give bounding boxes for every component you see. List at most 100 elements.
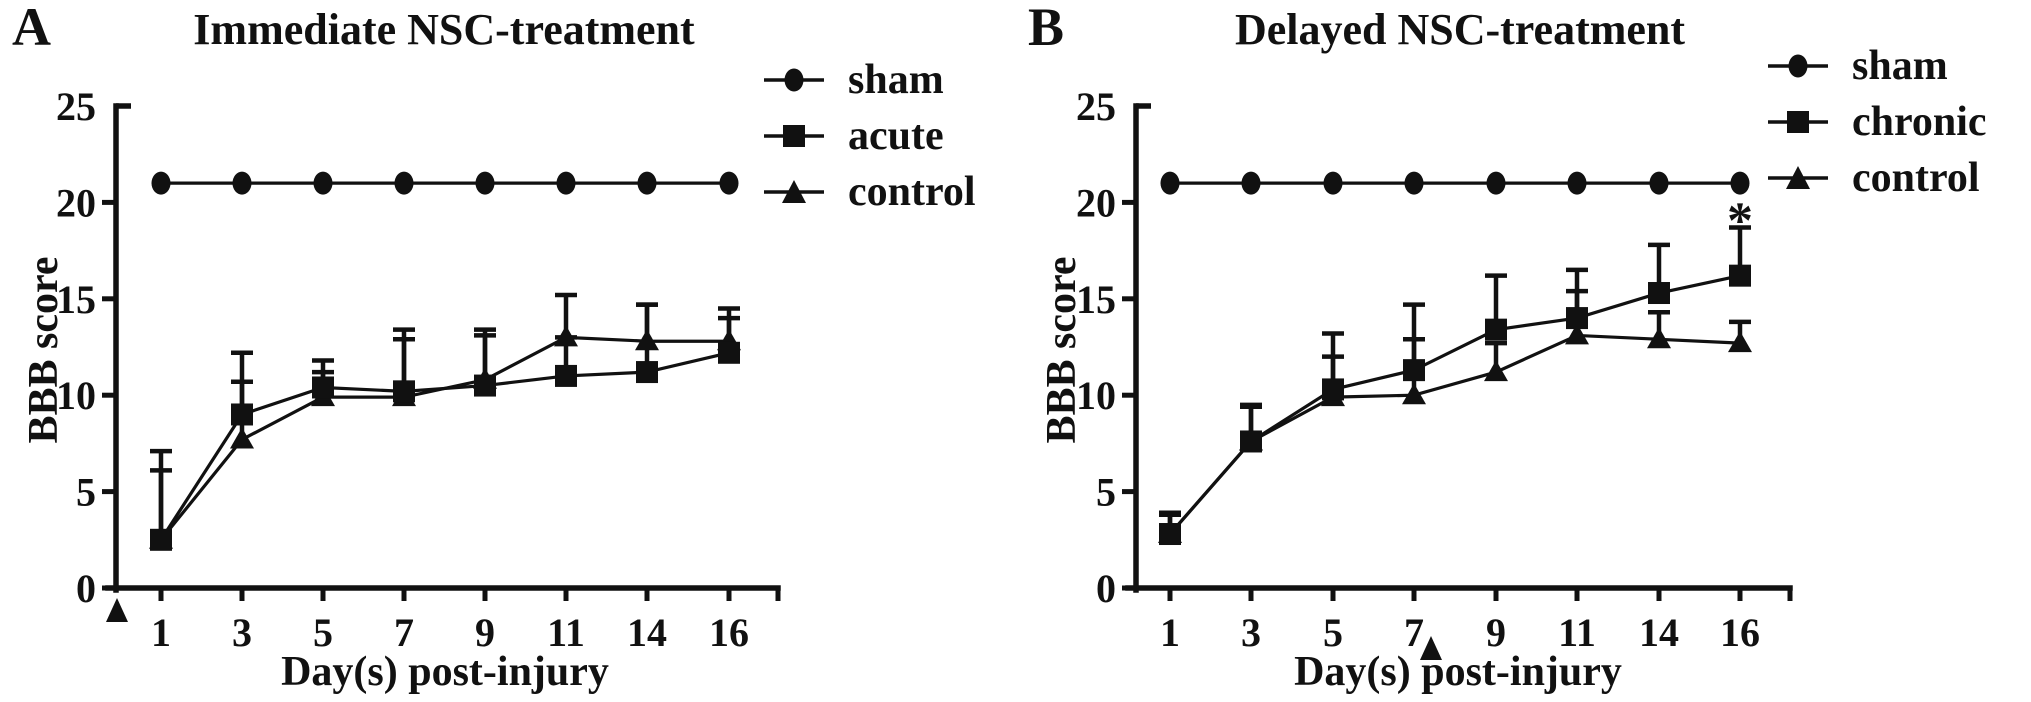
series-acute-marker [474,374,496,397]
series-chronic-marker [1322,378,1344,401]
panel-a-y-ticks: 0 5 10 15 20 25 [56,84,116,611]
y-tick-label: 5 [1096,470,1116,515]
x-tick-label: 1 [151,610,171,655]
series-control-marker [1728,331,1752,353]
chronic-square-marker-icon [1768,111,1828,133]
series-control-marker [554,325,578,347]
panel-b-x-ticks: 1 3 5 7 9 11 14 16 [1160,588,1760,655]
x-tick-label: 3 [1241,610,1261,655]
series-chronic-marker [1648,282,1670,305]
series-control-marker [230,427,254,449]
legend-item-control: control [762,170,976,214]
series-chronic-marker [1566,307,1588,330]
series-sham-marker [637,171,657,195]
y-tick-label: 20 [1076,180,1116,225]
panel-a-series-markers [149,171,741,551]
legend-label-chronic: chronic [1852,99,1987,145]
panel-a-series-lines [159,181,730,541]
y-tick-label: 0 [76,566,96,611]
series-chronic-marker [1403,359,1425,382]
x-tick-label: 14 [1639,610,1679,655]
panel-b-letter: B [1028,0,1065,57]
treatment-time-arrow-icon [1420,636,1442,660]
y-tick-label: 5 [76,470,96,515]
panel-b-title: Delayed NSC-treatment [1234,5,1686,54]
panel-b-error-bars [1159,225,1751,535]
x-tick-label: 16 [709,610,749,655]
panel-b-axes [1125,103,1793,601]
series-sham-marker [313,171,333,195]
panel-b-series-lines [1168,181,1741,536]
panel-b-y-axis-label: BBB score [1039,256,1085,444]
series-sham-marker [1567,171,1587,195]
series-sham-marker [1323,171,1343,195]
series-chronic-marker [1159,523,1181,546]
panel-a-axes [105,103,781,601]
series-acute-marker [231,403,253,426]
panel-b-annotations: * [1727,192,1753,249]
series-control-marker [1402,383,1426,405]
panel-b-x-axis-label: Day(s) post-injury [1294,649,1622,695]
panel-a-x-ticks: 1 3 5 7 9 11 14 16 [151,588,749,655]
legend-item-sham: sham [1766,44,1987,88]
panel-a-x-axis-label: Day(s) post-injury [281,649,609,695]
series-control-marker [1647,327,1671,349]
y-tick-label: 25 [1076,84,1116,129]
panel-b-series-markers [1158,171,1752,546]
panel-b-treatment-arrow [1420,636,1442,660]
series-chronic-marker [1729,264,1751,287]
series-acute-marker [150,528,172,551]
series-control-marker [1565,323,1589,345]
series-acute-marker [555,364,577,387]
series-acute-marker [393,380,415,403]
panel-a-letter: A [12,0,51,57]
legend-item-control: control [1766,156,1987,200]
legend-item-sham: sham [762,58,976,102]
series-chronic-marker [1240,430,1262,453]
series-sham-marker [1649,171,1669,195]
x-tick-label: 16 [1720,610,1760,655]
panel-a-title: Immediate NSC-treatment [193,5,695,54]
legend-label-sham: sham [1852,43,1948,89]
y-tick-label: 25 [56,84,96,129]
series-chronic-marker [1485,318,1507,341]
y-tick-label: 15 [56,277,96,322]
panel-b-y-ticks: 0 5 10 15 20 25 [1076,84,1136,611]
panel-a-legend: sham acute control [762,58,976,226]
series-control-marker [1484,360,1508,382]
x-tick-label: 5 [313,610,333,655]
series-chronic-line [1168,274,1741,536]
y-tick-label: 10 [56,373,96,418]
series-sham-marker [1404,171,1424,195]
sham-circle-marker-icon [1768,54,1828,78]
legend-item-acute: acute [762,114,976,158]
series-sham-marker [475,171,495,195]
y-tick-label: 0 [1096,566,1116,611]
treatment-time-arrow-icon [106,598,128,622]
x-tick-label: 14 [627,610,667,655]
series-acute-marker [312,376,334,399]
x-tick-label: 7 [394,610,414,655]
series-acute-line [159,351,730,541]
x-tick-label: 11 [547,610,585,655]
x-tick-label: 9 [1486,610,1506,655]
series-sham-marker [394,171,414,195]
panel-a-treatment-arrow [106,598,128,622]
x-tick-label: 3 [232,610,252,655]
acute-square-marker-icon [764,125,824,147]
y-tick-label: 20 [56,180,96,225]
legend-label-control: control [848,169,976,215]
series-sham-marker [232,171,252,195]
x-tick-label: 9 [475,610,495,655]
sham-circle-marker-icon [764,68,824,92]
control-triangle-marker-icon [764,180,824,203]
series-sham-marker [1486,171,1506,195]
panel-a-y-axis-label: BBB score [21,256,67,444]
legend-item-chronic: chronic [1766,100,1987,144]
series-sham-marker [719,171,739,195]
series-sham-marker [556,171,576,195]
legend-label-sham: sham [848,57,944,103]
series-control-marker [635,329,659,351]
